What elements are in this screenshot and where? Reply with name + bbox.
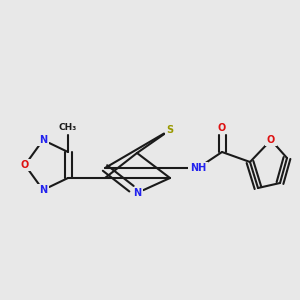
Text: N: N <box>39 135 47 145</box>
Text: CH₃: CH₃ <box>59 124 77 133</box>
Text: S: S <box>167 125 174 135</box>
Text: O: O <box>267 135 275 145</box>
Text: N: N <box>39 185 47 195</box>
Text: N: N <box>133 188 141 198</box>
Text: NH: NH <box>190 163 206 173</box>
Text: O: O <box>21 160 29 170</box>
Text: O: O <box>218 123 226 133</box>
